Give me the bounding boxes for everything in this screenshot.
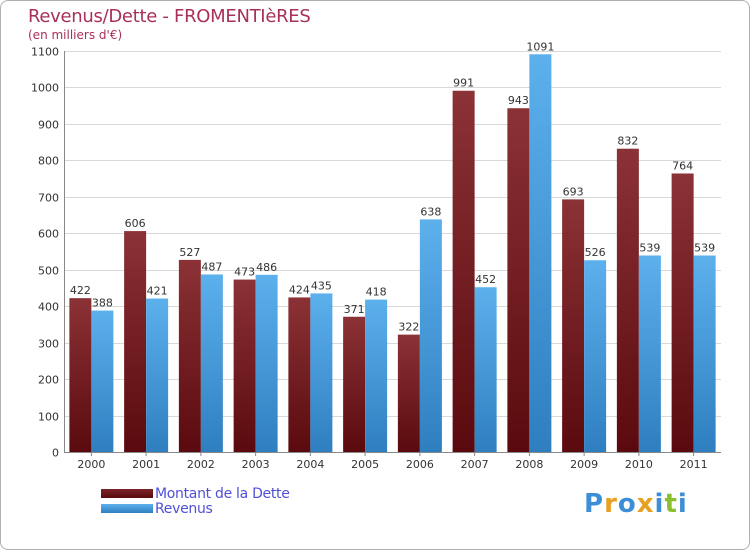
data-label: 1091 [526, 40, 554, 53]
bar-dette [397, 334, 420, 452]
logo-letter: x [636, 489, 655, 519]
data-label: 421 [147, 285, 168, 298]
data-label: 693 [563, 185, 584, 198]
bar-revenus [91, 310, 114, 452]
data-label: 832 [617, 135, 638, 148]
x-tick-label: 2009 [570, 458, 598, 471]
y-tick-label: 300 [38, 338, 59, 351]
data-label: 424 [289, 283, 310, 296]
bar-revenus [693, 255, 716, 452]
bar-dette [671, 173, 694, 452]
data-label: 452 [475, 273, 496, 286]
y-tick-label: 800 [38, 155, 59, 168]
data-label: 539 [639, 242, 660, 255]
bar-dette [562, 199, 585, 452]
y-tick-label: 100 [38, 411, 59, 424]
bar-revenus [255, 274, 278, 452]
data-label: 487 [201, 260, 222, 273]
bar-revenus [529, 54, 552, 452]
x-tick-label: 2001 [132, 458, 160, 471]
logo-letter: t [664, 489, 678, 519]
y-tick-label: 900 [38, 119, 59, 132]
x-tick-label: 2010 [625, 458, 653, 471]
bar-dette [452, 90, 475, 453]
y-tick-label: 700 [38, 192, 59, 205]
bar-dette [233, 279, 256, 452]
data-label: 943 [508, 94, 529, 107]
chart-title: Revenus/Dette - FROMENTIèRES [28, 6, 311, 27]
x-tick-label: 2007 [461, 458, 489, 471]
data-label: 606 [125, 217, 146, 230]
bar-revenus [419, 219, 442, 452]
bar-revenus [474, 287, 497, 452]
y-tick-label: 0 [52, 447, 59, 460]
data-label: 638 [420, 205, 441, 218]
legend-label-dette: Montant de la Dette [155, 486, 290, 502]
bar-revenus [584, 260, 607, 452]
data-label: 435 [311, 279, 332, 292]
bar-revenus [638, 255, 661, 452]
x-tick-label: 2008 [515, 458, 543, 471]
logo-letter: o [617, 489, 637, 519]
data-label: 473 [234, 266, 255, 279]
data-label: 388 [92, 297, 113, 310]
bar-dette [507, 108, 530, 452]
x-tick-label: 2005 [351, 458, 379, 471]
bar-dette [178, 259, 201, 452]
legend-swatch-dette [101, 489, 153, 498]
data-label: 539 [694, 242, 715, 255]
bar-revenus [200, 274, 223, 452]
data-label: 322 [398, 321, 419, 334]
x-tick-label: 2003 [242, 458, 270, 471]
x-tick-label: 2006 [406, 458, 434, 471]
y-tick-label: 200 [38, 374, 59, 387]
logo-letter: i [654, 489, 665, 519]
data-label: 527 [179, 246, 200, 259]
data-label: 371 [344, 303, 365, 316]
data-label: 764 [672, 159, 693, 172]
chart-subtitle: (en milliers d'€) [28, 28, 123, 42]
y-tick-label: 400 [38, 301, 59, 314]
data-label: 422 [70, 284, 91, 297]
logo-letter: i [677, 489, 688, 519]
logo-letter: r [604, 489, 618, 519]
logo-letter: P [584, 489, 605, 519]
bar-revenus [365, 299, 388, 452]
x-tick-label: 2000 [77, 458, 105, 471]
bar-dette [616, 148, 639, 452]
data-label: 991 [453, 77, 474, 90]
legend-label-revenus: Revenus [155, 501, 213, 517]
y-tick-label: 600 [38, 228, 59, 241]
proxiti-logo: Proxiti [584, 489, 688, 519]
bar-dette [69, 298, 92, 452]
bar-revenus [146, 298, 169, 452]
data-label: 486 [256, 261, 277, 274]
bar-dette [343, 316, 366, 452]
bar-dette [124, 231, 147, 452]
legend-swatch-revenus [101, 504, 153, 513]
data-label: 418 [366, 286, 387, 299]
bar-dette [288, 297, 311, 452]
x-tick-label: 2011 [680, 458, 708, 471]
x-tick-label: 2002 [187, 458, 215, 471]
x-tick-label: 2004 [296, 458, 324, 471]
y-tick-label: 1100 [31, 46, 59, 59]
y-tick-label: 500 [38, 265, 59, 278]
data-label: 526 [585, 246, 606, 259]
bar-revenus [310, 293, 333, 452]
y-tick-label: 1000 [31, 82, 59, 95]
